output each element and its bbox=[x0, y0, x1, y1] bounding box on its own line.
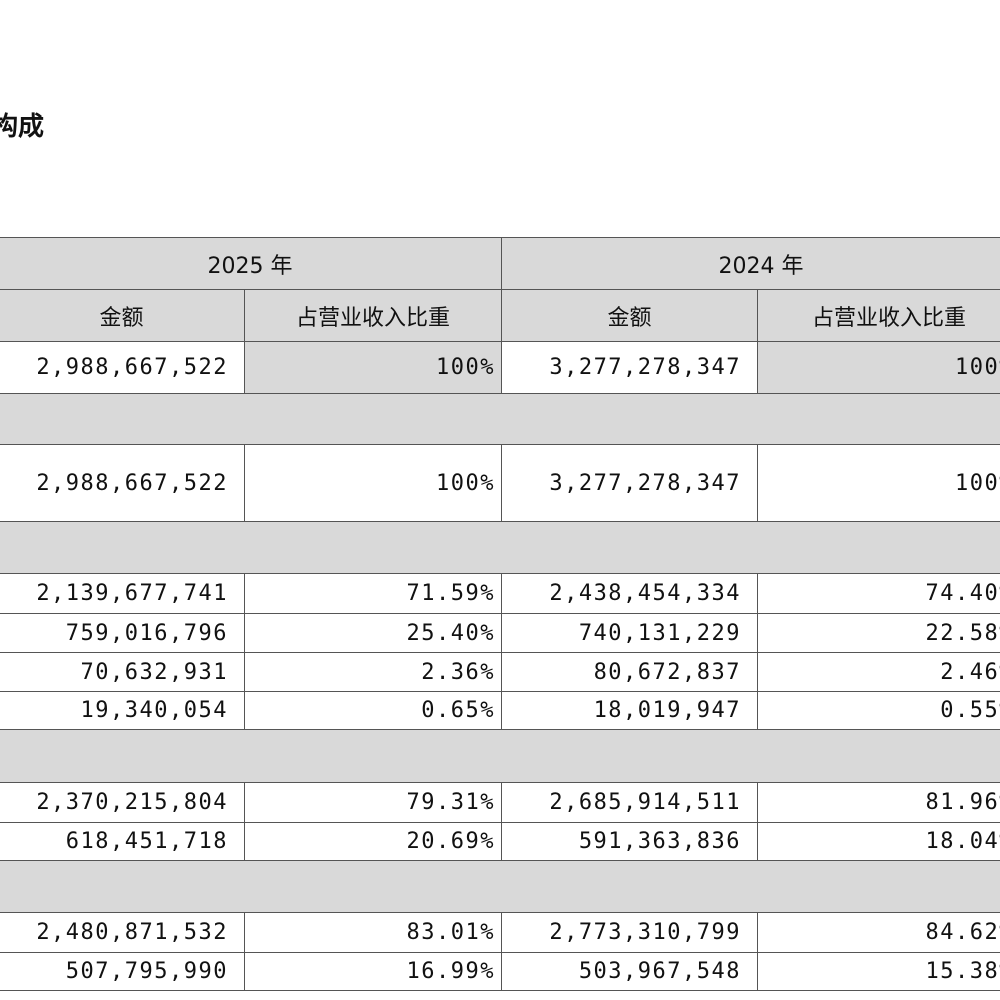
section-cell bbox=[0, 860, 1000, 913]
ratio-cell: 16.99% bbox=[243, 952, 503, 991]
header-row: 金额 占营业收入比重 金额 占营业收入比重 bbox=[0, 289, 1000, 342]
amount-cell: 507,795,990 bbox=[0, 952, 245, 991]
section-cell bbox=[0, 521, 1000, 574]
amount-cell: 759,016,796 bbox=[0, 613, 245, 653]
revenue-table: 2025 年 2024 年金额 占营业收入比重 金额 占营业收入比重 2,988,667,… bbox=[0, 237, 1000, 991]
ratio-cell: 0.55% bbox=[757, 691, 1000, 730]
amount-cell: 2,139,677,741 bbox=[0, 573, 245, 614]
section-row bbox=[0, 729, 1000, 783]
amount-cell: 2,480,871,532 bbox=[0, 912, 245, 953]
amount-cell: 2,773,310,799 bbox=[501, 912, 759, 953]
ratio-cell: 22.58% bbox=[757, 613, 1000, 653]
column-header: 金额 bbox=[0, 289, 245, 342]
amount-cell: 618,451,718 bbox=[0, 822, 245, 861]
ratio-cell: 74.40% bbox=[757, 573, 1000, 614]
amount-cell: 591,363,836 bbox=[501, 822, 759, 861]
amount-cell: 2,988,667,522 bbox=[0, 341, 245, 394]
column-header: 占营业收入比重 bbox=[757, 289, 1000, 342]
section-row bbox=[0, 521, 1000, 574]
section-title: 构成 bbox=[0, 112, 45, 142]
ratio-cell: 0.65% bbox=[243, 691, 503, 730]
ratio-cell: 100% bbox=[243, 341, 503, 394]
ratio-cell: 81.96% bbox=[757, 782, 1000, 823]
amount-cell: 18,019,947 bbox=[501, 691, 759, 730]
ratio-cell: 100% bbox=[757, 444, 1000, 522]
section-row bbox=[0, 393, 1000, 445]
header-row: 2025 年 2024 年 bbox=[0, 237, 1000, 290]
ratio-cell: 15.38% bbox=[757, 952, 1000, 991]
amount-cell: 2,370,215,804 bbox=[0, 782, 245, 823]
amount-cell: 740,131,229 bbox=[501, 613, 759, 653]
amount-cell: 2,685,914,511 bbox=[501, 782, 759, 823]
section-row bbox=[0, 860, 1000, 913]
amount-cell: 2,438,454,334 bbox=[501, 573, 759, 614]
ratio-cell: 79.31% bbox=[243, 782, 503, 823]
amount-cell: 503,967,548 bbox=[501, 952, 759, 991]
ratio-cell: 20.69% bbox=[243, 822, 503, 861]
year-header: 2024 年 bbox=[501, 237, 1000, 290]
ratio-cell: 83.01% bbox=[243, 912, 503, 953]
amount-cell: 2,988,667,522 bbox=[0, 444, 245, 522]
ratio-cell: 2.36% bbox=[243, 652, 503, 692]
ratio-cell: 2.46% bbox=[757, 652, 1000, 692]
table-body: 2025 年 2024 年金额 占营业收入比重 金额 占营业收入比重 2,988,667,… bbox=[0, 237, 1000, 991]
ratio-cell: 84.62% bbox=[757, 912, 1000, 953]
section-cell bbox=[0, 393, 1000, 445]
amount-cell: 80,672,837 bbox=[501, 652, 759, 692]
section-cell bbox=[0, 729, 1000, 783]
column-header: 金额 bbox=[501, 289, 759, 342]
amount-cell: 70,632,931 bbox=[0, 652, 245, 692]
ratio-cell: 100% bbox=[757, 341, 1000, 394]
amount-cell: 3,277,278,347 bbox=[501, 444, 759, 522]
ratio-cell: 100% bbox=[243, 444, 503, 522]
ratio-cell: 71.59% bbox=[243, 573, 503, 614]
year-header: 2025 年 bbox=[0, 237, 503, 290]
amount-cell: 3,277,278,347 bbox=[501, 341, 759, 394]
ratio-cell: 25.40% bbox=[243, 613, 503, 653]
column-header: 占营业收入比重 bbox=[243, 289, 503, 342]
amount-cell: 19,340,054 bbox=[0, 691, 245, 730]
ratio-cell: 18.04% bbox=[757, 822, 1000, 861]
